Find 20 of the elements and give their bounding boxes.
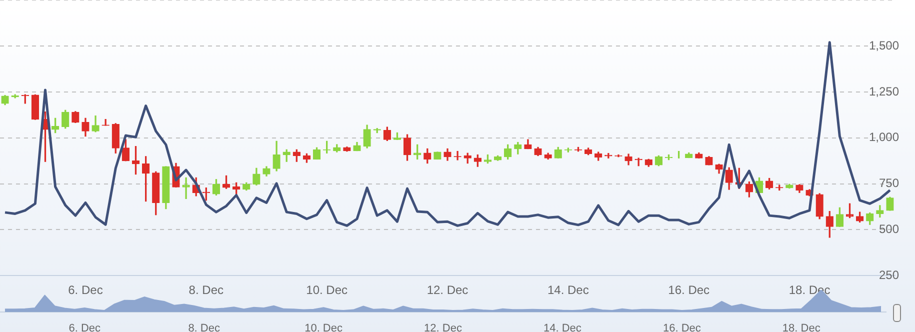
x-tick-label: 14. Dec bbox=[544, 322, 582, 332]
candlestick bbox=[634, 158, 642, 166]
y-tick-label: 500 bbox=[878, 222, 900, 236]
x-tick-label: 14. Dec bbox=[547, 283, 589, 298]
x-tick-label: 6. Dec bbox=[68, 283, 103, 298]
x-tick-label: 12. Dec bbox=[424, 322, 462, 332]
y-tick-label: 1,500 bbox=[868, 38, 900, 52]
x-tick-label: 10. Dec bbox=[306, 283, 348, 298]
y-tick-label: 250 bbox=[878, 268, 900, 282]
y-tick-label: 1,250 bbox=[868, 84, 900, 98]
x-tick-label: 12. Dec bbox=[426, 283, 468, 298]
x-tick-label: 16. Dec bbox=[662, 322, 702, 332]
x-tick-label: 16. Dec bbox=[668, 283, 710, 298]
x-tick-label: 6. Dec bbox=[68, 322, 102, 332]
x-tick-label: 8. Dec bbox=[188, 283, 224, 298]
x-tick-label: 18. Dec bbox=[782, 322, 821, 332]
y-tick-label: 1,000 bbox=[868, 130, 900, 144]
x-tick-label: 10. Dec bbox=[304, 322, 343, 332]
x-tick-label: 8. Dec bbox=[188, 322, 220, 332]
y-tick-label: 750 bbox=[878, 176, 900, 190]
